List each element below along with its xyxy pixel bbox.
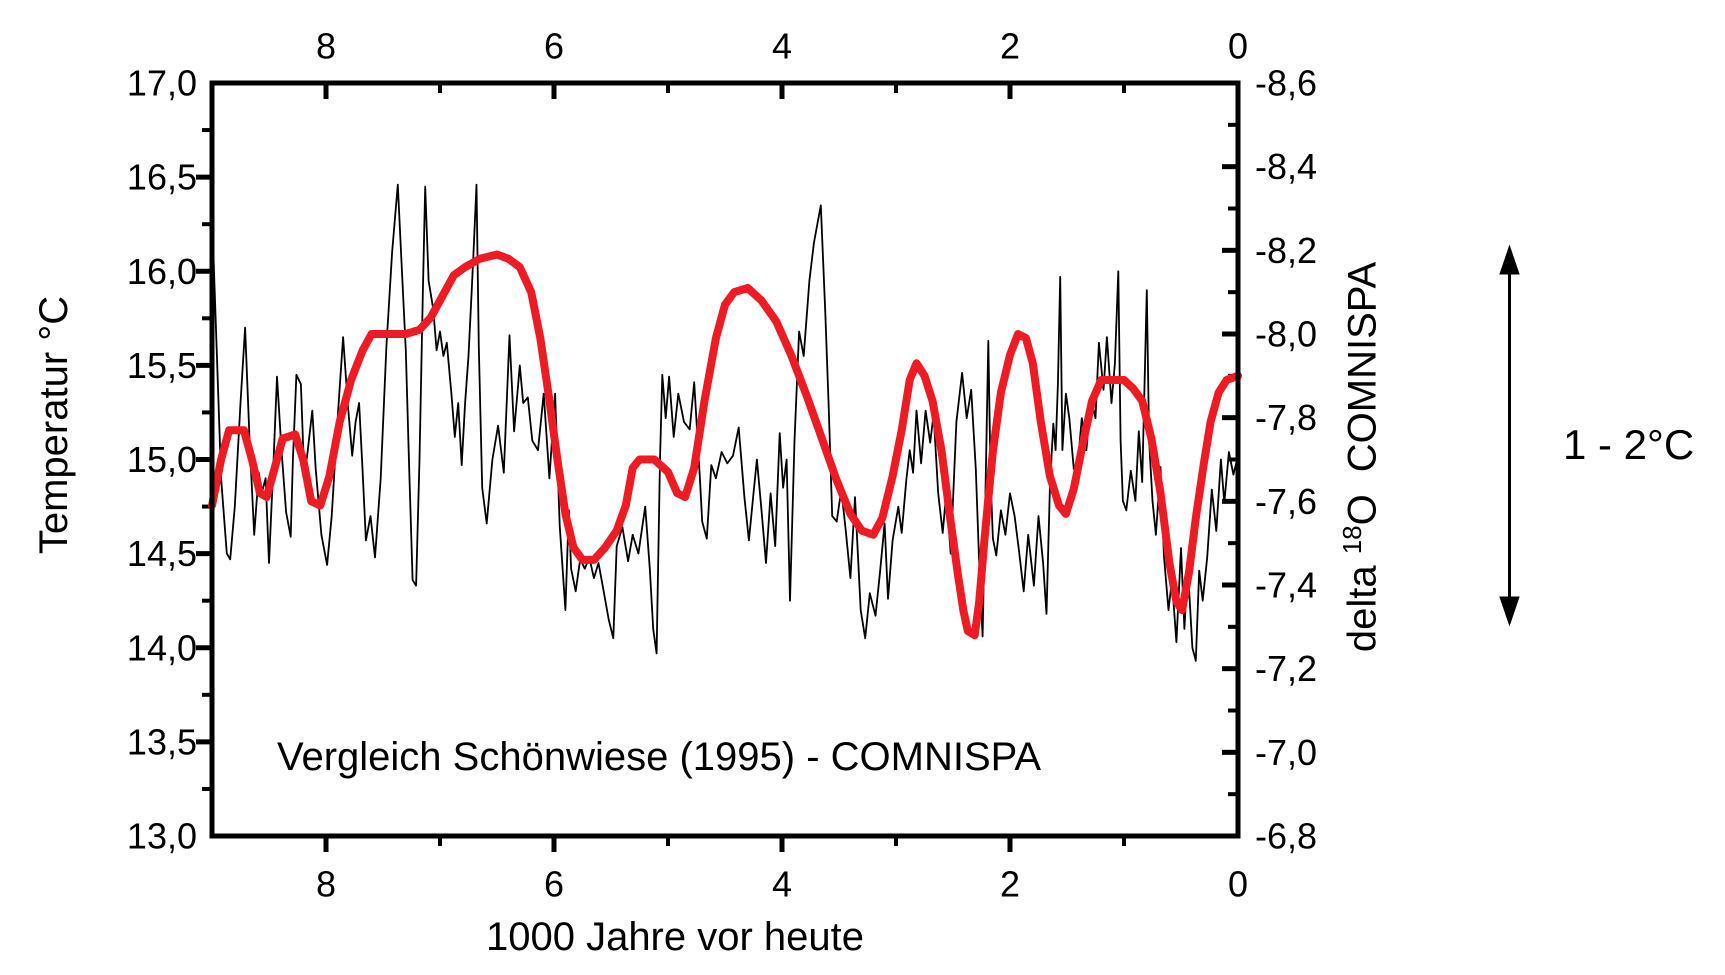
comparison-annotation: Vergleich Schönwiese (1995) - COMNISPA bbox=[277, 735, 1042, 779]
left-axis-tick-label: 14,5 bbox=[127, 533, 197, 574]
x-axis-tick-label: 2 bbox=[1000, 864, 1020, 905]
right-axis-tick-label: -7,8 bbox=[1255, 397, 1317, 438]
temperature-series-line bbox=[211, 183, 1239, 662]
right-axis-tick-label: -7,4 bbox=[1255, 565, 1317, 606]
right-axis-title-delta: delta bbox=[1340, 565, 1385, 653]
x-axis-tick-label: 6 bbox=[544, 864, 564, 905]
right-axis-tick-label: -8,2 bbox=[1255, 230, 1317, 271]
right-axis-tick-label: -8,6 bbox=[1255, 63, 1317, 104]
right-axis-tick-label: -8,4 bbox=[1255, 146, 1317, 187]
left-axis-tick-label: 13,0 bbox=[127, 816, 197, 857]
top-axis-tick-label: 8 bbox=[316, 26, 336, 67]
left-axis-tick-label: 16,5 bbox=[127, 157, 197, 198]
right-axis-tick-label: -6,8 bbox=[1255, 816, 1317, 857]
x-axis-tick-label: 4 bbox=[772, 864, 792, 905]
left-axis-tick-label: 17,0 bbox=[127, 63, 197, 104]
top-axis-tick-label: 4 bbox=[772, 26, 792, 67]
comnispa-series-line bbox=[208, 250, 1242, 640]
top-axis-tick-label: 6 bbox=[544, 26, 564, 67]
right-axis-title-o: O bbox=[1340, 494, 1385, 526]
right-axis-title-superscript: 18 bbox=[1337, 525, 1367, 555]
top-axis-tick-label: 2 bbox=[1000, 26, 1020, 67]
left-axis-tick-label: 13,5 bbox=[127, 721, 197, 762]
x-axis-tick-label: 0 bbox=[1228, 864, 1248, 905]
right-axis-tick-label: -7,0 bbox=[1255, 732, 1317, 773]
left-axis-tick-label: 15,5 bbox=[127, 345, 197, 386]
left-axis-title: Temperatur °C bbox=[32, 295, 76, 555]
range-arrow bbox=[1499, 244, 1520, 627]
left-axis-tick-label: 15,0 bbox=[127, 439, 197, 480]
right-axis-tick-label: -7,2 bbox=[1255, 648, 1317, 689]
right-axis-tick-label: -7,6 bbox=[1255, 481, 1317, 522]
left-axis-tick-label: 16,0 bbox=[127, 251, 197, 292]
tick-labels: 8 8 6 6 4 4 2 2 0 0 17,0 16,5 16,0 15,5 15,0 14,5 14,0 13… bbox=[127, 26, 1317, 905]
top-axis-tick-label: 0 bbox=[1228, 26, 1248, 67]
x-axis-title: 1000 Jahre vor heute bbox=[485, 915, 865, 959]
right-axis-title: delta 18O COMNISPA bbox=[1324, 157, 1384, 757]
right-axis-tick-label: -8,0 bbox=[1255, 314, 1317, 355]
left-axis-tick-label: 14,0 bbox=[127, 627, 197, 668]
plot-frame bbox=[209, 80, 1241, 839]
x-axis-tick-label: 8 bbox=[316, 864, 336, 905]
temperature-range-label: 1 - 2°C bbox=[1563, 421, 1695, 468]
right-axis-title-word: COMNISPA bbox=[1340, 261, 1385, 473]
